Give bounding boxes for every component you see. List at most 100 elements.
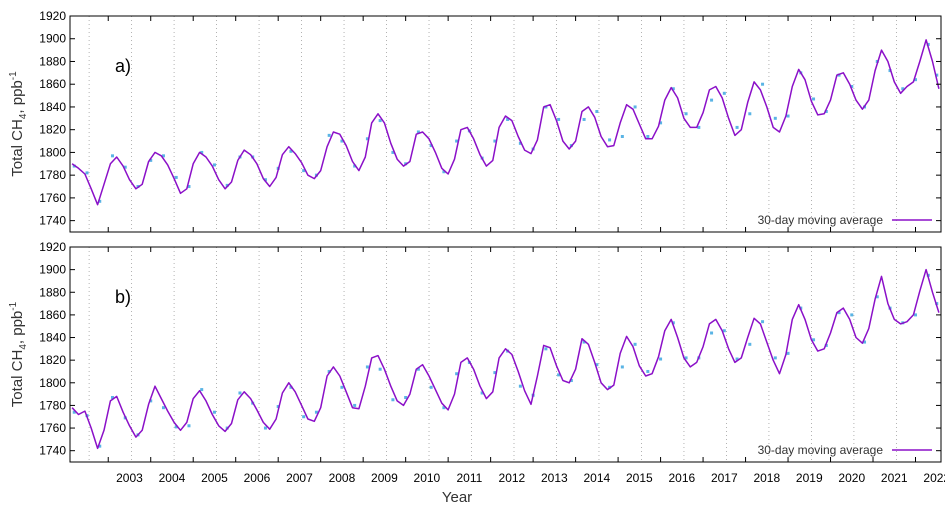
panel-a-data-point (123, 165, 127, 169)
panel-a-data-point (85, 171, 89, 175)
panel-b-data-point (812, 338, 816, 342)
panel-a-legend-label: 30-day moving average (758, 213, 884, 227)
panel-b-data-point (595, 363, 599, 367)
panel-a-y-tick-label: 1860 (39, 77, 66, 91)
panel-b-y-tick-label: 1840 (39, 331, 66, 345)
panel-a-data-point (391, 150, 395, 154)
panel-a-data-point (557, 117, 561, 121)
panel-a-data-point (518, 141, 522, 145)
panel-a-average-line (71, 39, 940, 206)
panel-b-y-tick-label: 1920 (39, 240, 66, 254)
panel-a-y-tick-label: 1820 (39, 123, 66, 137)
panel-b-data-point (773, 356, 777, 360)
panel-a-data-point (353, 164, 357, 168)
panel-b-y-tick-label: 1820 (39, 353, 66, 367)
panel-a-data-point (901, 87, 905, 91)
x-axis-title: Year (442, 489, 472, 506)
x-tick-label: 2007 (286, 471, 313, 485)
panel-a-data-point (748, 112, 752, 116)
panel-a-y-tick-label: 1920 (39, 9, 66, 23)
panel-a-data-point (149, 158, 153, 162)
panel-b-data-point (187, 424, 191, 428)
panel-a-y-axis-title-main: Total CH (9, 119, 26, 177)
panel-b-data-point (289, 385, 293, 389)
panel-a-data-point (365, 137, 369, 141)
panel-a-data-point (442, 170, 446, 174)
panel-a-frame (69, 15, 942, 233)
x-tick-label: 2015 (626, 471, 653, 485)
panel-a-data-point (212, 163, 216, 167)
panel-a-x-ticks (107, 16, 917, 232)
panel-b-data-point (544, 347, 548, 351)
panel-a-data-point (506, 117, 510, 121)
panel-a-y-axis-title-unit: , ppb (9, 80, 26, 113)
panel-b-points (72, 273, 939, 448)
panel-a-data-point (429, 144, 433, 148)
panel-a-data-point (697, 125, 701, 129)
panel-b-y-tick-label: 1780 (39, 398, 66, 412)
panel-a-data-point (761, 82, 765, 86)
x-tick-label: 2014 (583, 471, 610, 485)
panel-a-data-point (161, 154, 165, 158)
panel-a-data-point (914, 78, 918, 82)
panel-b-data-point (416, 367, 420, 371)
panel-b-data-point (786, 351, 790, 355)
panel-a-data-point (110, 154, 114, 158)
panel-b-data-point (671, 321, 675, 325)
panel-a-data-point (710, 98, 714, 102)
panel-a-data-point (302, 169, 306, 173)
panel-b-legend-label: 30-day moving average (758, 443, 884, 457)
x-tick-label: 2004 (159, 471, 186, 485)
panel-a-grid (88, 16, 897, 232)
panel-a-data-point (200, 150, 204, 154)
x-tick-label: 2018 (753, 471, 780, 485)
panel-b-y-axis-title-unit: , ppb (9, 311, 26, 344)
panel-a-data-point (327, 133, 331, 137)
panel-b-data-point (340, 385, 344, 389)
panel-b-data-point (837, 311, 841, 315)
panel-b-data-point (735, 357, 739, 361)
panel-a-data-point (225, 183, 229, 187)
panel-b-data-point (302, 415, 306, 419)
panel-a-data-point (595, 109, 599, 113)
panel-b-y-ticks: 1740 1760 1780 1800 1820 1840 1860 1880 1900 1920 (39, 240, 941, 458)
panel-a-data-point (608, 138, 612, 142)
x-tick-label: 2009 (371, 471, 398, 485)
panel-b-grid (88, 247, 897, 462)
panel-a-data-point (378, 119, 382, 123)
panel-a-y-tick-label: 1840 (39, 100, 66, 114)
panel-a-y-axis-title-sup: -1 (8, 71, 19, 80)
panel-a-data-point (722, 91, 726, 95)
x-tick-labels: 2003 2004 2005 2006 2007 2008 2009 2010 2011 2012… (116, 471, 945, 485)
panel-b-data-point (557, 373, 561, 377)
panel-a-y-tick-label: 1800 (39, 145, 66, 159)
panel-a-y-tick-label: 1880 (39, 54, 66, 68)
panel-a-data-point (633, 105, 637, 109)
panel-a-y-ticks: 1740 1760 1780 1800 1820 1840 1860 1880 1900 1920 (39, 9, 941, 228)
panel-b-average-series-line (71, 268, 940, 450)
x-tick-label: 2008 (329, 471, 356, 485)
x-tick-label: 2020 (838, 471, 865, 485)
panel-a-data-point (493, 139, 497, 143)
panel-a-data-point (935, 73, 939, 77)
panel-b-y-axis-title-sub: 4 (18, 344, 29, 350)
panel-a-data-point (187, 185, 191, 189)
panel-a-y-tick-label: 1780 (39, 168, 66, 182)
panel-a-y-tick-label: 1900 (39, 32, 66, 46)
panel-a-data-point (671, 87, 675, 91)
panel-b-data-point (391, 398, 395, 402)
panel-a-data-point (263, 178, 267, 182)
panel-b: 1740 1760 1780 1800 1820 1840 1860 1880 1900 1920… (8, 240, 942, 463)
panel-b-data-point (569, 379, 573, 383)
panel-b-legend: 30-day moving average (758, 443, 932, 457)
panel-a-data-point (735, 125, 739, 129)
panel-b-data-point (748, 342, 752, 346)
panel-b-data-point (722, 329, 726, 333)
panel-b-data-point (353, 403, 357, 407)
panel-a-points (72, 42, 939, 203)
panel-a-data-point (455, 139, 459, 143)
panel-b-data-point (493, 371, 497, 375)
x-tick-label: 2016 (668, 471, 695, 485)
x-tick-label: 2012 (499, 471, 526, 485)
